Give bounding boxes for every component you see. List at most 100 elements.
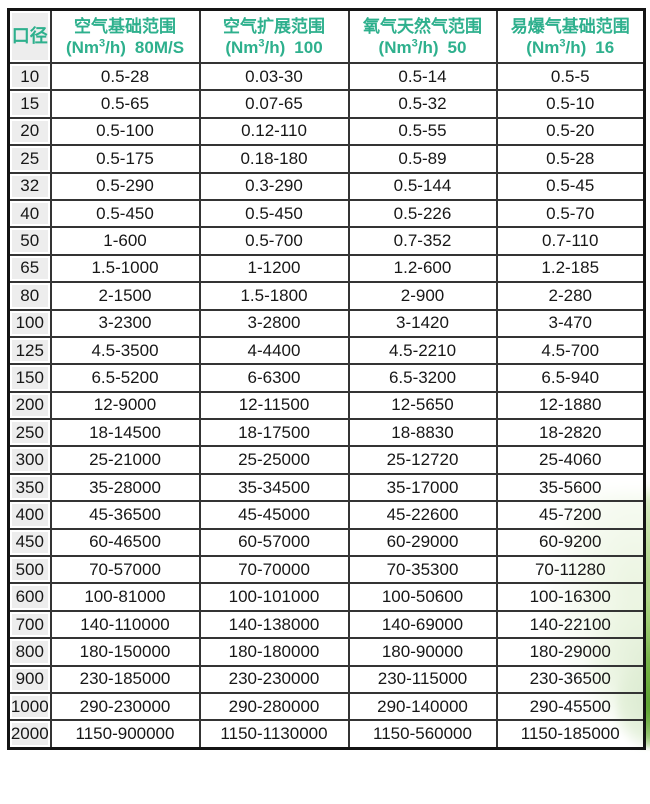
diameter-cell: 150 <box>7 363 52 393</box>
range-cell: 1150-1130000 <box>198 719 350 750</box>
table-row: 20 0.5-100 0.12-110 0.5-55 0.5-20 <box>7 116 646 147</box>
range-cell: 2-1500 <box>49 281 201 311</box>
table-row: 300 25-21000 25-25000 25-12720 25-4060 <box>7 445 646 475</box>
range-cell: 100-101000 <box>198 582 350 612</box>
range-cell: 4.5-3500 <box>49 335 201 366</box>
column-unit: (Nm3/h) 50 <box>378 36 467 57</box>
table-row: 125 4.5-3500 4-4400 4.5-2210 4.5-700 <box>7 335 646 366</box>
range-cell: 70-35300 <box>347 555 498 585</box>
diameter-cell: 350 <box>7 472 52 503</box>
range-cell: 60-29000 <box>347 527 498 558</box>
column-title: 空气扩展范围 <box>223 16 325 36</box>
column-header-explosive-gas: 易爆气基础范围 (Nm3/h) 16 <box>495 8 646 64</box>
range-cell: 45-36500 <box>49 500 201 530</box>
table-row: 400 45-36500 45-45000 45-22600 45-7200 <box>7 500 646 530</box>
range-cell: 6.5-3200 <box>347 363 498 393</box>
range-cell: 290-140000 <box>347 691 498 722</box>
diameter-cell: 125 <box>7 335 52 366</box>
diameter-cell: 15 <box>7 89 52 119</box>
diameter-cell: 10 <box>7 61 52 92</box>
range-cell: 70-70000 <box>198 555 350 585</box>
diameter-cell: 65 <box>7 253 52 284</box>
range-cell: 0.5-226 <box>347 198 498 229</box>
range-cell: 60-9200 <box>495 527 646 558</box>
range-cell: 180-180000 <box>198 637 350 667</box>
range-cell: 0.5-32 <box>347 89 498 119</box>
table-row: 32 0.5-290 0.3-290 0.5-144 0.5-45 <box>7 171 646 201</box>
table-row: 15 0.5-65 0.07-65 0.5-32 0.5-10 <box>7 89 646 119</box>
range-cell: 25-25000 <box>198 445 350 475</box>
table-row: 200 12-9000 12-11500 12-5650 12-1880 <box>7 390 646 421</box>
range-cell: 0.7-110 <box>495 226 646 256</box>
range-cell: 3-1420 <box>347 308 498 338</box>
diameter-cell: 250 <box>7 418 52 448</box>
column-title: 氧气天然气范围 <box>363 16 482 36</box>
range-cell: 25-4060 <box>495 445 646 475</box>
table-row: 40 0.5-450 0.5-450 0.5-226 0.5-70 <box>7 198 646 229</box>
table-row: 800 180-150000 180-180000 180-90000 180-2900… <box>7 637 646 667</box>
range-cell: 0.7-352 <box>347 226 498 256</box>
range-cell: 0.5-144 <box>347 171 498 201</box>
range-cell: 180-150000 <box>49 637 201 667</box>
range-cell: 230-230000 <box>198 664 350 694</box>
table-row: 600 100-81000 100-101000 100-50600 100-16300 <box>7 582 646 612</box>
diameter-cell: 500 <box>7 555 52 585</box>
range-cell: 0.5-290 <box>49 171 201 201</box>
range-cell: 0.5-89 <box>347 144 498 174</box>
diameter-cell: 300 <box>7 445 52 475</box>
table-row: 65 1.5-1000 1-1200 1.2-600 1.2-185 <box>7 253 646 284</box>
range-cell: 180-90000 <box>347 637 498 667</box>
range-cell: 1-1200 <box>198 253 350 284</box>
range-cell: 3-2300 <box>49 308 201 338</box>
range-cell: 6.5-940 <box>495 363 646 393</box>
table-row: 500 70-57000 70-70000 70-35300 70-11280 <box>7 555 646 585</box>
range-cell: 100-16300 <box>495 582 646 612</box>
range-cell: 6-6300 <box>198 363 350 393</box>
table-row: 700 140-110000 140-138000 140-69000 140-2210… <box>7 609 646 640</box>
table-row: 250 18-14500 18-17500 18-8830 18-2820 <box>7 418 646 448</box>
range-cell: 12-9000 <box>49 390 201 421</box>
table-row: 350 35-28000 35-34500 35-17000 35-5600 <box>7 472 646 503</box>
range-cell: 12-1880 <box>495 390 646 421</box>
column-header-air-basic: 空气基础范围 (Nm3/h) 80M/S <box>49 8 201 64</box>
range-cell: 180-29000 <box>495 637 646 667</box>
diameter-cell: 32 <box>7 171 52 201</box>
range-cell: 1150-185000 <box>495 719 646 750</box>
range-cell: 45-22600 <box>347 500 498 530</box>
range-cell: 2-900 <box>347 281 498 311</box>
range-cell: 0.12-110 <box>198 116 350 147</box>
diameter-cell: 20 <box>7 116 52 147</box>
range-cell: 0.5-14 <box>347 61 498 92</box>
range-cell: 0.5-70 <box>495 198 646 229</box>
range-cell: 0.18-180 <box>198 144 350 174</box>
table-row: 10 0.5-28 0.03-30 0.5-14 0.5-5 <box>7 61 646 92</box>
range-cell: 1.2-600 <box>347 253 498 284</box>
range-cell: 1-600 <box>49 226 201 256</box>
range-cell: 1.5-1800 <box>198 281 350 311</box>
column-title: 空气基础范围 <box>74 16 176 36</box>
range-cell: 18-2820 <box>495 418 646 448</box>
range-cell: 140-22100 <box>495 609 646 640</box>
table-row: 150 6.5-5200 6-6300 6.5-3200 6.5-940 <box>7 363 646 393</box>
range-cell: 35-17000 <box>347 472 498 503</box>
table-row: 80 2-1500 1.5-1800 2-900 2-280 <box>7 281 646 311</box>
table-row: 50 1-600 0.5-700 0.7-352 0.7-110 <box>7 226 646 256</box>
range-cell: 60-46500 <box>49 527 201 558</box>
range-cell: 0.5-28 <box>49 61 201 92</box>
range-cell: 18-17500 <box>198 418 350 448</box>
diameter-cell: 40 <box>7 198 52 229</box>
range-cell: 12-11500 <box>198 390 350 421</box>
range-cell: 4.5-700 <box>495 335 646 366</box>
range-cell: 140-138000 <box>198 609 350 640</box>
range-cell: 25-21000 <box>49 445 201 475</box>
diameter-cell: 200 <box>7 390 52 421</box>
range-cell: 2-280 <box>495 281 646 311</box>
range-cell: 60-57000 <box>198 527 350 558</box>
column-rate: 50 <box>447 37 467 57</box>
range-cell: 0.5-20 <box>495 116 646 147</box>
column-header-diameter: 口径 <box>7 8 52 64</box>
range-cell: 25-12720 <box>347 445 498 475</box>
range-cell: 45-7200 <box>495 500 646 530</box>
range-cell: 290-45500 <box>495 691 646 722</box>
